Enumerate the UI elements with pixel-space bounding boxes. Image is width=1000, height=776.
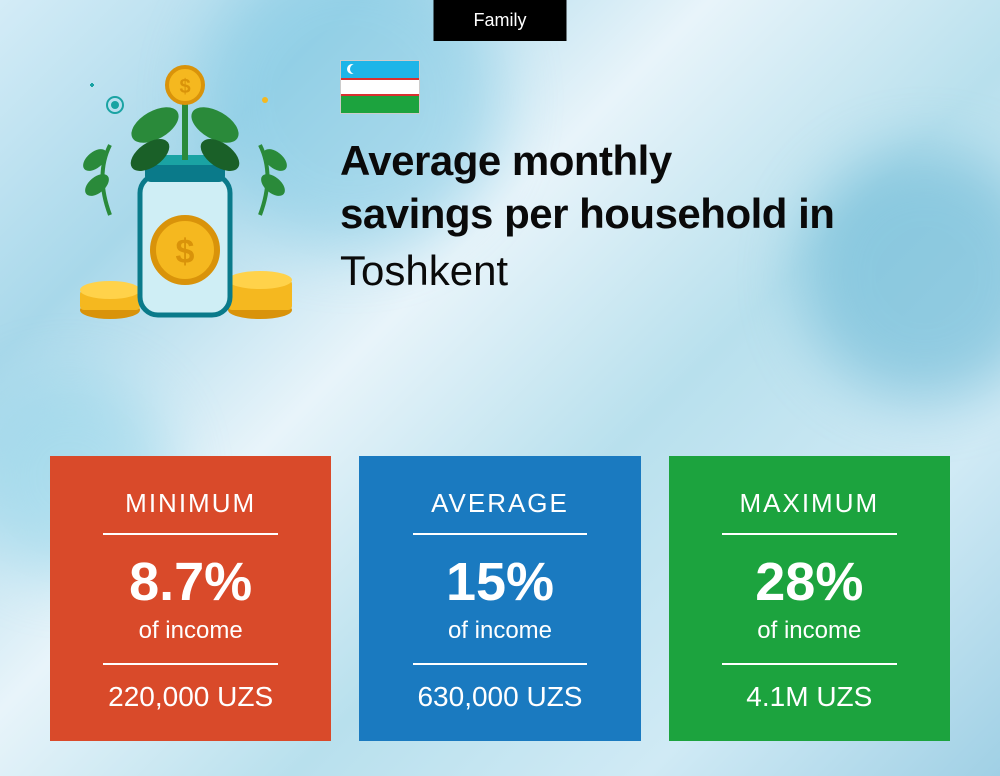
card-label: MAXIMUM: [739, 488, 879, 519]
card-sub: of income: [757, 617, 861, 645]
card-amount: 630,000 UZS: [417, 681, 582, 713]
divider: [103, 533, 278, 535]
svg-text:$: $: [179, 76, 190, 98]
card-amount: 4.1M UZS: [746, 681, 872, 713]
card-label: AVERAGE: [431, 488, 569, 519]
svg-text:$: $: [176, 233, 195, 271]
sparkle-icon: [262, 97, 268, 103]
title-line-1: Average monthly: [340, 135, 940, 188]
card-percent: 8.7%: [129, 551, 252, 613]
card-sub: of income: [448, 617, 552, 645]
title-line-2: savings per household in: [340, 188, 940, 241]
card-maximum: MAXIMUM 28% of income 4.1M UZS: [669, 456, 950, 741]
title-city: Toshkent: [340, 245, 940, 298]
card-percent: 15%: [446, 551, 554, 613]
jar-icon: $: [140, 155, 230, 315]
category-tag: Family: [434, 0, 567, 41]
divider: [413, 663, 588, 665]
card-average: AVERAGE 15% of income 630,000 UZS: [359, 456, 640, 741]
savings-illustration: $ $: [55, 55, 315, 335]
uzbekistan-flag-icon: [340, 60, 420, 114]
card-percent: 28%: [755, 551, 863, 613]
divider: [722, 533, 897, 535]
card-sub: of income: [139, 617, 243, 645]
title: Average monthly savings per household in…: [340, 135, 940, 298]
card-minimum: MINIMUM 8.7% of income 220,000 UZS: [50, 456, 331, 741]
card-label: MINIMUM: [125, 488, 256, 519]
card-amount: 220,000 UZS: [108, 681, 273, 713]
stat-cards: MINIMUM 8.7% of income 220,000 UZS AVERA…: [50, 456, 950, 741]
divider: [103, 663, 278, 665]
divider: [413, 533, 588, 535]
sparkle-icon: [111, 101, 119, 109]
divider: [722, 663, 897, 665]
